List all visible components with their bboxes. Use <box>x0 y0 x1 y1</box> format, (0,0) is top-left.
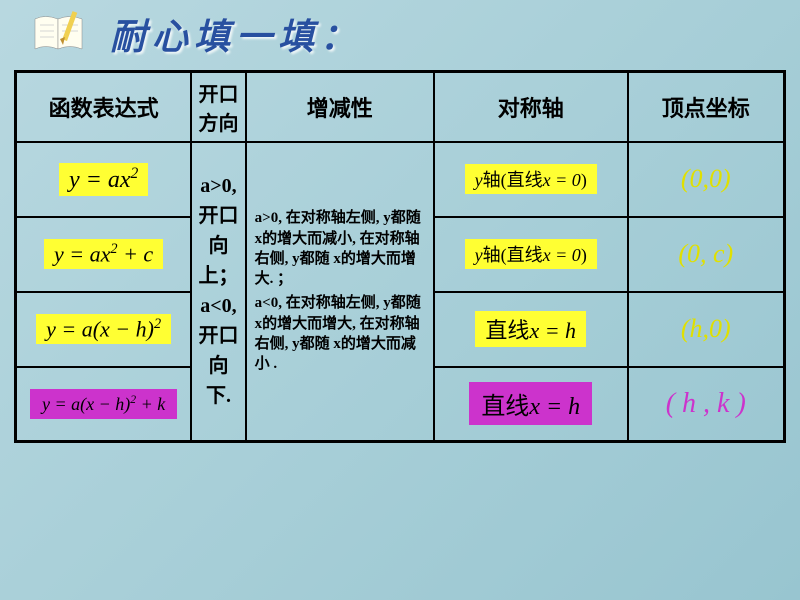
axis-expr-2: y轴(直线x = 0) <box>465 239 597 269</box>
direction-cell: a>0, 开口 向上； a<0, 开口 向下. <box>191 142 245 442</box>
header-monotonic: 增减性 <box>246 72 434 142</box>
vertex-4: ( h , k ) <box>666 388 746 419</box>
header-axis: 对称轴 <box>434 72 628 142</box>
axis-cell-1: y轴(直线x = 0) <box>434 142 628 217</box>
header-direction: 开口方向 <box>191 72 245 142</box>
vertex-cell-3: (h,0) <box>628 292 785 367</box>
table-header-row: 函数表达式 开口方向 增减性 对称轴 顶点坐标 <box>16 72 785 142</box>
table-row: y = ax2 a>0, 开口 向上； a<0, 开口 向下. a>0, 在对称… <box>16 142 785 217</box>
axis-cell-2: y轴(直线x = 0) <box>434 217 628 292</box>
header-vertex: 顶点坐标 <box>628 72 785 142</box>
vertex-cell-2: (0, c) <box>628 217 785 292</box>
func-cell-2: y = ax2 + c <box>16 217 192 292</box>
axis-expr-1: y轴(直线x = 0) <box>465 164 597 194</box>
vertex-cell-4: ( h , k ) <box>628 367 785 442</box>
func-expr-4: y = a(x − h)2 + k <box>30 389 177 419</box>
vertex-cell-1: (0,0) <box>628 142 785 217</box>
axis-expr-4: 直线x = h <box>469 382 592 425</box>
monotonic-cell: a>0, 在对称轴左侧, y都随x的增大而减小, 在对称轴右侧, y都随 x的增… <box>246 142 434 442</box>
axis-expr-3: 直线x = h <box>475 311 586 347</box>
table-container: 函数表达式 开口方向 增减性 对称轴 顶点坐标 y = ax2 a>0, 开口 … <box>0 60 800 443</box>
quadratic-summary-table: 函数表达式 开口方向 增减性 对称轴 顶点坐标 y = ax2 a>0, 开口 … <box>14 70 786 443</box>
vertex-2: (0, c) <box>678 239 733 268</box>
monotonic-p2: a<0, 在对称轴左侧, y都随x的增大而增大, 在对称轴右侧, y都随 x的增… <box>255 293 425 374</box>
vertex-3: (h,0) <box>681 314 731 343</box>
func-cell-4: y = a(x − h)2 + k <box>16 367 192 442</box>
func-expr-1: y = ax2 <box>59 163 148 196</box>
func-expr-2: y = ax2 + c <box>44 239 163 269</box>
book-icon <box>30 9 90 59</box>
func-cell-1: y = ax2 <box>16 142 192 217</box>
slide-header: 耐心填一填： <box>0 0 800 60</box>
vertex-1: (0,0) <box>681 164 731 193</box>
func-expr-3: y = a(x − h)2 <box>36 314 171 344</box>
axis-cell-4: 直线x = h <box>434 367 628 442</box>
func-cell-3: y = a(x − h)2 <box>16 292 192 367</box>
header-function: 函数表达式 <box>16 72 192 142</box>
axis-cell-3: 直线x = h <box>434 292 628 367</box>
slide-title: 耐心填一填： <box>110 8 362 60</box>
monotonic-p1: a>0, 在对称轴左侧, y都随x的增大而减小, 在对称轴右侧, y都随 x的增… <box>255 208 425 289</box>
